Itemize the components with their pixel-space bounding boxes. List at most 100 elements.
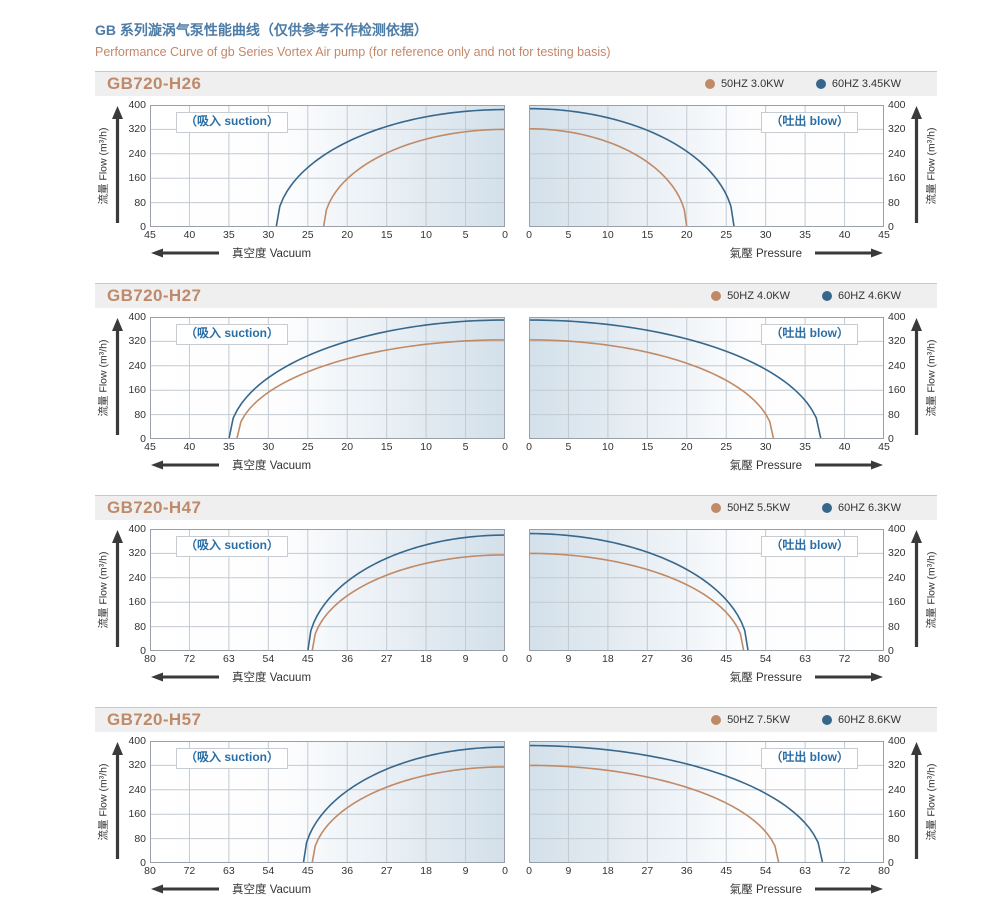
y-tick-label: 240	[128, 359, 146, 372]
charts-row: 流量 Flow (m³/h) 400 320 240 160 80 0 （吸入 suction…	[95, 736, 939, 898]
curve-60hz	[275, 108, 505, 227]
y-tick-label: 400	[128, 310, 146, 323]
legend: 50HZ 5.5KW 60HZ 6.3KW	[711, 502, 901, 514]
x-tick-label: 80	[144, 653, 156, 665]
x-tick-label: 5	[462, 229, 469, 241]
y-tick-label: 80	[134, 408, 146, 421]
x-tick-label: 80	[878, 865, 890, 877]
y-tick-label: 0	[888, 432, 894, 445]
blow-badge: （吐出 blow）	[761, 112, 858, 133]
x-tick-label: 9	[565, 653, 572, 665]
x-tick-label: 10	[602, 229, 614, 241]
x-tick-label: 15	[380, 229, 393, 241]
y-tick-label: 240	[128, 571, 146, 584]
x-axis-label-row: 真空度 Vacuum	[150, 456, 505, 474]
x-tick-label: 40	[183, 441, 196, 453]
charts-row: 流量 Flow (m³/h) 400 320 240 160 80 0 （吸入 suction…	[95, 524, 939, 686]
plot-area: （吐出 blow）	[529, 741, 884, 863]
x-tick-label: 27	[641, 653, 654, 665]
y-tick-label: 400	[128, 522, 146, 535]
x-tick-label: 25	[301, 441, 314, 453]
pump-section-gb720-h47: GB720-H47 50HZ 5.5KW 60HZ 6.3KW 流量 Flow (m³…	[95, 495, 939, 686]
x-tick-label: 0	[502, 229, 508, 241]
y-tick-label: 80	[888, 832, 900, 845]
x-tick-labels: 0 5 10 15 20 25 30 35 40 45	[526, 441, 890, 455]
x-tick-label: 25	[301, 229, 314, 241]
section-header: GB720-H47 50HZ 5.5KW 60HZ 6.3KW	[95, 495, 937, 520]
chart-suction: 流量 Flow (m³/h) 400 320 240 160 80 0 （吸入 suction…	[95, 100, 508, 262]
plot-border	[529, 741, 884, 863]
curve-60hz	[302, 746, 505, 863]
x-tick-label: 30	[262, 441, 275, 453]
legend-label: 50HZ 5.5KW	[727, 502, 791, 514]
plot-column: （吐出 blow） 0 9 18 27 36 45 54 63 72 80 氣壓 Pressure	[526, 741, 890, 898]
y-tick-label: 80	[888, 196, 900, 209]
y-axis-arrow-icon	[911, 106, 922, 223]
y-tick-label: 160	[888, 171, 906, 184]
page: GB 系列漩涡气泵性能曲线（仅供参考不作检测依据） Performance Cu…	[95, 0, 939, 898]
y-tick-labels: 400 320 240 160 80 0	[884, 100, 910, 232]
pump-section-gb720-h26: GB720-H26 50HZ 3.0KW 60HZ 3.45KW 流量 Flow (m…	[95, 71, 938, 262]
y-tick-label: 160	[128, 383, 146, 396]
x-tick-label: 0	[526, 653, 532, 665]
y-axis-title-wrap: 流量 Flow (m³/h)	[95, 741, 111, 863]
x-tick-labels: 0 9 18 27 36 45 54 63 72 80	[526, 653, 890, 667]
x-tick-label: 72	[838, 653, 851, 665]
page-title-en: Performance Curve of gb Series Vortex Ai…	[95, 45, 611, 59]
y-tick-label: 320	[888, 335, 906, 348]
x-tick-label: 20	[341, 441, 354, 453]
x-axis-label-row: 真空度 Vacuum	[150, 880, 505, 898]
grid-lines	[150, 741, 505, 863]
x-tick-label: 9	[565, 865, 572, 877]
charts-row: 流量 Flow (m³/h) 400 320 240 160 80 0 （吸入 suction…	[95, 100, 938, 262]
suction-badge: （吸入 suction）	[176, 324, 289, 345]
legend-item: 50HZ 3.0KW	[704, 78, 784, 90]
chart-blow: （吐出 blow） 0 9 18 27 36 45 54 63 72 80 氣壓 Pressure 40…	[526, 524, 939, 686]
curve-50hz	[311, 766, 505, 863]
section-header: GB720-H26 50HZ 3.0KW 60HZ 3.45KW	[95, 71, 937, 96]
y-tick-label: 80	[134, 196, 146, 209]
x-tick-labels: 45 40 35 30 25 20 15 10 5 0	[144, 229, 508, 243]
x-tick-label: 0	[526, 229, 532, 241]
x-axis-title: 氣壓 Pressure	[729, 884, 802, 896]
x-tick-label: 45	[720, 865, 733, 877]
chart-blow: （吐出 blow） 0 9 18 27 36 45 54 63 72 80 氣壓 Pressure 40…	[526, 736, 939, 898]
x-tick-label: 54	[262, 865, 275, 877]
y-axis-title: 流量 Flow (m³/h)	[925, 763, 938, 841]
y-tick-label: 320	[128, 547, 146, 560]
x-tick-label: 5	[565, 441, 572, 453]
y-axis-title-wrap: 流量 Flow (m³/h)	[923, 741, 939, 863]
y-tick-label: 240	[128, 783, 146, 796]
y-tick-labels: 400 320 240 160 80 0	[884, 312, 910, 444]
legend-dot-50hz	[711, 715, 722, 725]
suction-badge: （吸入 suction）	[176, 536, 289, 557]
y-axis-title: 流量 Flow (m³/h)	[97, 551, 110, 629]
x-tick-label: 35	[799, 441, 811, 453]
chart-suction: 流量 Flow (m³/h) 400 320 240 160 80 0 （吸入 suction…	[95, 736, 508, 898]
x-tick-label: 35	[799, 229, 811, 241]
y-tick-label: 0	[140, 856, 146, 869]
legend-label: 50HZ 7.5KW	[727, 714, 791, 726]
pump-section-gb720-h27: GB720-H27 50HZ 4.0KW 60HZ 4.6KW 流量 Flow (m³…	[95, 283, 938, 474]
model-name: GB720-H57	[107, 710, 202, 729]
x-tick-label: 5	[565, 229, 572, 241]
y-axis-title-wrap: 流量 Flow (m³/h)	[923, 529, 939, 651]
y-tick-label: 240	[128, 147, 146, 160]
x-tick-label: 20	[341, 229, 354, 241]
y-axis-arrow-icon	[911, 318, 922, 435]
plot-border	[529, 105, 884, 227]
x-tick-label: 40	[838, 441, 851, 453]
y-tick-label: 240	[888, 359, 906, 372]
y-tick-label: 160	[888, 383, 906, 396]
y-axis-title: 流量 Flow (m³/h)	[97, 339, 110, 417]
y-axis-arrow-icon	[112, 530, 123, 647]
plot-border	[150, 529, 505, 651]
x-tick-label: 9	[462, 865, 469, 877]
x-tick-label: 45	[144, 229, 156, 241]
y-tick-label: 400	[128, 98, 146, 111]
x-tick-label: 5	[462, 441, 469, 453]
x-tick-labels: 0 9 18 27 36 45 54 63 72 80	[526, 865, 890, 879]
y-tick-label: 320	[128, 123, 146, 136]
legend-item: 60HZ 3.45KW	[815, 78, 901, 90]
plot-column: （吐出 blow） 0 5 10 15 20 25 30 35 40 45 氣壓 Pressure	[526, 317, 890, 474]
